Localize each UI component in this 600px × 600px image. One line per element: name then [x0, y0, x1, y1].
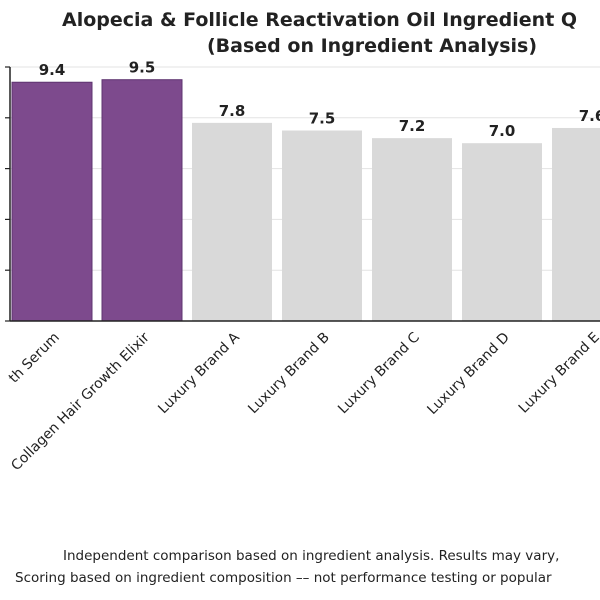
value-label: 7.0 — [489, 122, 516, 140]
x-tick-label: Luxury Brand C — [335, 329, 423, 417]
bar — [462, 143, 542, 321]
bar — [282, 130, 362, 321]
value-label: 7.6 — [579, 107, 600, 125]
chart-title: Alopecia & Follicle Reactivation Oil Ing… — [62, 9, 577, 31]
value-label: 7.5 — [309, 110, 336, 128]
x-tick-label: Luxury Brand D — [424, 330, 512, 418]
value-label: 7.2 — [399, 117, 426, 135]
bar — [552, 127, 600, 322]
footnote: Independent comparison based on ingredie… — [63, 548, 559, 564]
value-label: 9.5 — [129, 59, 156, 77]
x-tick-label: Luxury Brand A — [155, 329, 243, 417]
footnote: Scoring based on ingredient composition … — [15, 570, 552, 586]
x-tick-label: Luxury Brand E — [516, 330, 600, 417]
bar — [11, 81, 93, 322]
bar — [101, 79, 183, 322]
bar — [372, 138, 452, 321]
bar — [192, 122, 272, 321]
x-tick-label: th Serum — [6, 330, 63, 387]
chart-subtitle: (Based on Ingredient Analysis) — [207, 35, 537, 57]
value-label: 7.8 — [219, 102, 246, 120]
value-label: 9.4 — [39, 61, 66, 79]
x-tick-label: Luxury Brand B — [245, 330, 333, 418]
